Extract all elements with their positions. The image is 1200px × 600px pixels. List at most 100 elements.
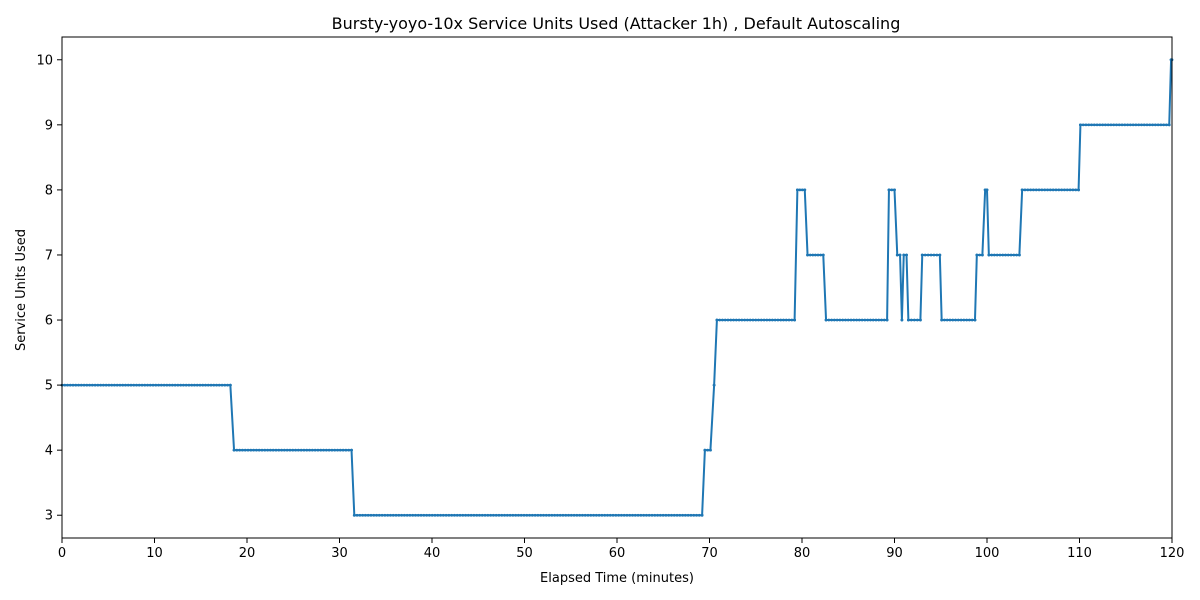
data-point: [959, 318, 963, 322]
y-tick-label: 8: [45, 183, 53, 198]
data-point: [291, 448, 295, 452]
data-point: [480, 513, 484, 517]
data-point: [528, 513, 531, 517]
data-point: [734, 318, 738, 322]
data-point: [241, 448, 244, 452]
data-point: [550, 513, 554, 517]
x-axis-label: Elapsed Time (minutes): [540, 571, 694, 586]
data-point: [765, 318, 769, 322]
data-point: [165, 383, 169, 387]
series-line-0: [62, 58, 1173, 517]
data-point: [338, 448, 342, 452]
data-point: [118, 383, 122, 387]
x-tick-label: 70: [701, 546, 718, 561]
data-point: [965, 318, 969, 322]
data-point: [1048, 188, 1052, 192]
data-point: [993, 253, 996, 257]
data-point: [1029, 188, 1033, 192]
data-point: [1106, 123, 1110, 127]
data-point: [1167, 123, 1171, 127]
data-point: [206, 383, 210, 387]
data-point: [212, 383, 216, 387]
data-point: [129, 383, 133, 387]
data-point: [544, 513, 548, 517]
data-point: [885, 318, 889, 322]
x-tick-label: 120: [1160, 546, 1185, 561]
data-point: [905, 253, 908, 257]
data-point: [990, 253, 994, 257]
data-point: [962, 318, 966, 322]
data-point: [1017, 253, 1021, 257]
data-point: [271, 448, 275, 452]
data-point: [863, 318, 867, 322]
data-point: [190, 383, 194, 387]
x-tick-label: 110: [1067, 546, 1092, 561]
data-point: [819, 253, 823, 257]
data-point: [77, 383, 80, 387]
data-point: [394, 513, 398, 517]
data-point: [386, 513, 390, 517]
data-point: [569, 513, 573, 517]
data-point: [341, 448, 345, 452]
data-point: [439, 513, 442, 517]
data-point: [600, 513, 604, 517]
data-point: [721, 318, 724, 322]
data-point: [1054, 188, 1058, 192]
data-point: [126, 383, 130, 387]
data-point: [841, 318, 845, 322]
data-point: [617, 513, 621, 517]
data-point: [672, 513, 676, 517]
data-point: [1112, 123, 1116, 127]
data-point: [592, 513, 595, 517]
data-point: [762, 318, 766, 322]
data-point: [405, 513, 409, 517]
data-point: [956, 318, 960, 322]
data-point: [102, 383, 105, 387]
data-point: [895, 253, 899, 257]
data-point: [852, 318, 856, 322]
data-point: [154, 383, 158, 387]
data-point: [1063, 188, 1066, 192]
data-point: [923, 253, 927, 257]
data-point: [179, 383, 183, 387]
data-point: [466, 513, 470, 517]
data-point: [310, 448, 314, 452]
data-point: [915, 318, 919, 322]
data-point: [397, 513, 401, 517]
data-point: [1071, 188, 1075, 192]
data-point: [700, 513, 704, 517]
x-tick-label: 80: [794, 546, 811, 561]
data-point: [302, 448, 306, 452]
data-point: [575, 513, 579, 517]
data-point: [209, 383, 213, 387]
data-point: [1145, 123, 1149, 127]
data-point: [558, 513, 562, 517]
data-point: [902, 253, 906, 257]
data-point: [1009, 253, 1013, 257]
data-point: [344, 448, 348, 452]
data-point: [277, 448, 281, 452]
data-point: [184, 383, 188, 387]
data-point: [1004, 253, 1007, 257]
data-point: [486, 513, 490, 517]
data-point: [606, 513, 609, 517]
data-point: [90, 383, 94, 387]
data-point: [514, 513, 518, 517]
y-axis-label: Service Units Used: [14, 229, 29, 351]
data-point: [383, 513, 387, 517]
data-point: [751, 318, 755, 322]
data-point: [1079, 123, 1082, 127]
data-point: [795, 188, 799, 192]
data-point: [464, 513, 467, 517]
data-point: [951, 318, 955, 322]
data-point: [771, 318, 774, 322]
data-point: [900, 318, 904, 322]
data-point: [436, 513, 440, 517]
plot-frame: [61, 36, 1173, 539]
data-point: [661, 513, 665, 517]
data-point: [347, 448, 351, 452]
data-point: [1032, 188, 1035, 192]
data-point: [263, 448, 267, 452]
data-point: [920, 253, 924, 257]
data-point: [564, 513, 568, 517]
